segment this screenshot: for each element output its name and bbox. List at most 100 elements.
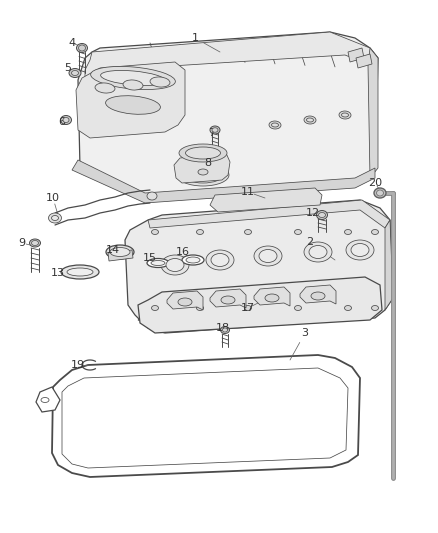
Ellipse shape: [186, 147, 220, 159]
Text: 5: 5: [64, 63, 71, 73]
Ellipse shape: [110, 247, 130, 256]
Ellipse shape: [32, 240, 39, 246]
Ellipse shape: [123, 80, 143, 90]
Ellipse shape: [318, 213, 325, 217]
Ellipse shape: [182, 255, 204, 265]
Ellipse shape: [342, 113, 349, 117]
Polygon shape: [78, 32, 378, 198]
Polygon shape: [210, 289, 246, 308]
Text: 7: 7: [208, 128, 215, 138]
Polygon shape: [300, 285, 336, 304]
Ellipse shape: [166, 259, 184, 271]
Polygon shape: [356, 54, 372, 68]
Polygon shape: [138, 277, 382, 333]
Ellipse shape: [78, 45, 85, 51]
Ellipse shape: [41, 398, 49, 402]
Ellipse shape: [212, 128, 218, 132]
Ellipse shape: [29, 239, 40, 247]
Text: 4: 4: [68, 38, 76, 48]
Ellipse shape: [244, 230, 251, 235]
Ellipse shape: [106, 96, 160, 114]
Ellipse shape: [309, 246, 327, 259]
Ellipse shape: [311, 292, 325, 300]
Ellipse shape: [304, 116, 316, 124]
Ellipse shape: [345, 305, 352, 311]
Ellipse shape: [221, 296, 235, 304]
Ellipse shape: [317, 211, 328, 220]
Polygon shape: [125, 200, 393, 333]
Text: 16: 16: [176, 247, 190, 257]
Ellipse shape: [374, 188, 386, 198]
Polygon shape: [72, 160, 375, 203]
Text: 20: 20: [368, 178, 382, 188]
Ellipse shape: [71, 70, 78, 76]
Ellipse shape: [377, 190, 384, 196]
Ellipse shape: [259, 249, 277, 262]
Ellipse shape: [307, 118, 314, 122]
Ellipse shape: [244, 305, 251, 311]
Polygon shape: [62, 368, 348, 468]
Polygon shape: [167, 291, 203, 310]
Polygon shape: [254, 287, 290, 306]
Ellipse shape: [197, 230, 204, 235]
Ellipse shape: [151, 261, 165, 265]
Polygon shape: [174, 153, 230, 183]
Ellipse shape: [272, 123, 279, 127]
Text: 13: 13: [51, 268, 65, 278]
Text: 17: 17: [241, 303, 255, 313]
Text: 3: 3: [301, 328, 308, 338]
Polygon shape: [148, 200, 390, 228]
Ellipse shape: [61, 265, 99, 279]
Text: 19: 19: [71, 360, 85, 370]
Ellipse shape: [177, 164, 229, 186]
Polygon shape: [368, 48, 378, 178]
Ellipse shape: [254, 246, 282, 266]
Ellipse shape: [179, 144, 227, 162]
Text: 6: 6: [59, 117, 66, 127]
Text: 10: 10: [46, 193, 60, 203]
Ellipse shape: [52, 215, 59, 221]
Ellipse shape: [265, 294, 279, 302]
Ellipse shape: [269, 121, 281, 129]
Ellipse shape: [223, 328, 227, 332]
Ellipse shape: [351, 244, 369, 256]
Ellipse shape: [67, 268, 93, 276]
Ellipse shape: [210, 126, 220, 134]
Ellipse shape: [206, 250, 234, 270]
Polygon shape: [76, 62, 185, 138]
Ellipse shape: [95, 83, 115, 93]
Ellipse shape: [147, 259, 169, 268]
Ellipse shape: [339, 111, 351, 119]
Text: 9: 9: [18, 238, 25, 248]
Ellipse shape: [345, 230, 352, 235]
Ellipse shape: [294, 305, 301, 311]
Ellipse shape: [220, 327, 230, 334]
Polygon shape: [36, 387, 60, 412]
Ellipse shape: [101, 70, 166, 85]
Text: 11: 11: [241, 187, 255, 197]
Text: 2: 2: [307, 237, 314, 247]
Polygon shape: [210, 188, 322, 212]
Ellipse shape: [69, 69, 81, 77]
Text: 1: 1: [191, 33, 198, 43]
Polygon shape: [385, 220, 393, 310]
Ellipse shape: [371, 305, 378, 311]
Text: 8: 8: [205, 158, 212, 168]
Polygon shape: [52, 355, 360, 477]
Ellipse shape: [178, 298, 192, 306]
Ellipse shape: [371, 230, 378, 235]
Ellipse shape: [60, 116, 71, 125]
Ellipse shape: [197, 305, 204, 311]
Ellipse shape: [294, 230, 301, 235]
Ellipse shape: [198, 169, 208, 175]
Text: 15: 15: [143, 253, 157, 263]
Ellipse shape: [147, 192, 157, 200]
Ellipse shape: [186, 257, 200, 263]
Ellipse shape: [91, 67, 175, 90]
Ellipse shape: [150, 77, 170, 87]
Ellipse shape: [106, 245, 134, 259]
Text: 12: 12: [306, 208, 320, 218]
Ellipse shape: [152, 230, 159, 235]
Ellipse shape: [49, 213, 61, 223]
Text: 18: 18: [216, 323, 230, 333]
